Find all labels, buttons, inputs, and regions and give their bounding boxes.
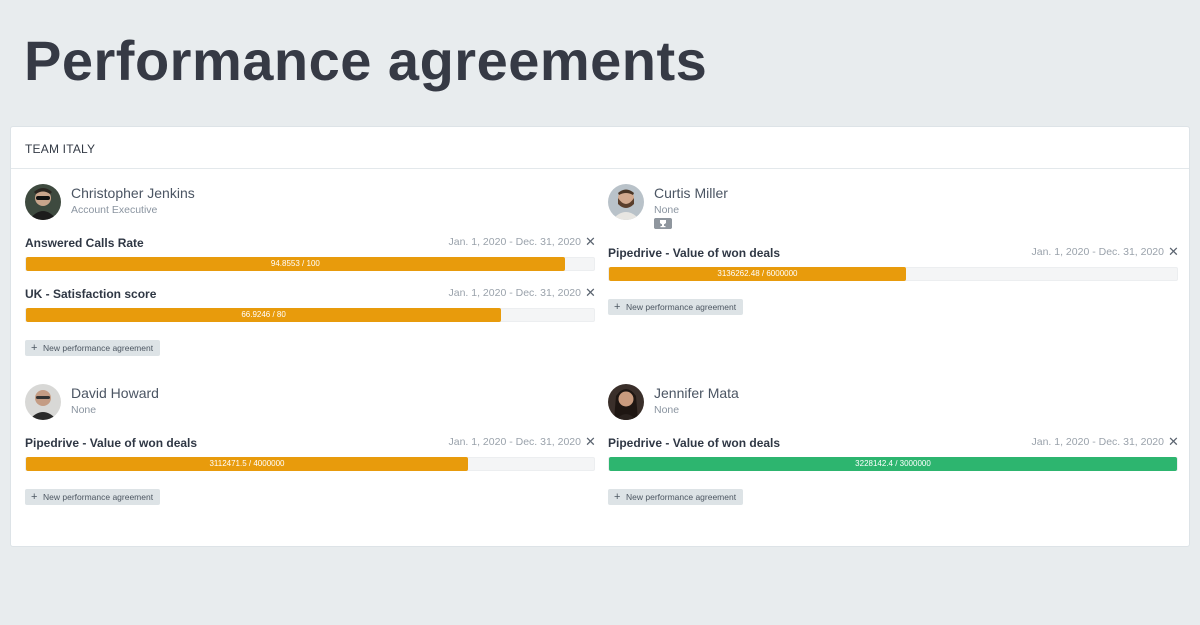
member-christopher-jenkins: Christopher Jenkins Account Executive An… (25, 184, 596, 356)
agreement-period: Jan. 1, 2020 - Dec. 31, 2020 (448, 287, 581, 299)
member-name[interactable]: Curtis Miller (654, 185, 728, 201)
agreement-title[interactable]: UK - Satisfaction score (25, 287, 157, 301)
close-icon[interactable]: ✕ (585, 434, 596, 449)
progress-label: 3228142.4 / 3000000 (855, 459, 931, 468)
member-role: None (654, 204, 680, 216)
close-icon[interactable]: ✕ (585, 234, 596, 249)
agreement-period: Jan. 1, 2020 - Dec. 31, 2020 (448, 236, 581, 248)
new-agreement-label: New performance agreement (43, 343, 154, 353)
close-icon[interactable]: ✕ (585, 285, 596, 300)
page-title: Performance agreements (24, 29, 708, 92)
avatar[interactable] (25, 184, 61, 220)
progress-bar: 94.8553 / 100 (25, 257, 595, 271)
avatar[interactable] (608, 384, 644, 420)
new-agreement-label: New performance agreement (626, 492, 737, 502)
member-name[interactable]: Christopher Jenkins (71, 185, 195, 201)
plus-icon: + (614, 491, 621, 503)
member-curtis-miller: Curtis Miller None Pipedrive - Value of … (608, 184, 1179, 315)
member-profile: Jennifer Mata None (608, 384, 1178, 436)
agreement-item: UK - Satisfaction score Jan. 1, 2020 - D… (25, 285, 596, 338)
member-name[interactable]: Jennifer Mata (654, 385, 739, 401)
plus-icon: + (31, 491, 38, 503)
progress-label: 3136262.48 / 6000000 (717, 269, 798, 278)
team-header: TEAM ITALY (11, 127, 1189, 169)
new-agreement-button[interactable]: + New performance agreement (608, 299, 744, 315)
progress-bar: 3112471.5 / 4000000 (25, 457, 595, 471)
new-agreement-label: New performance agreement (626, 302, 737, 312)
agreement-title[interactable]: Answered Calls Rate (25, 236, 144, 250)
member-profile: David Howard None (25, 384, 595, 436)
member-profile: Curtis Miller None (608, 184, 1178, 246)
member-david-howard: David Howard None Pipedrive - Value of w… (25, 384, 596, 505)
agreement-item: Answered Calls Rate Jan. 1, 2020 - Dec. … (25, 234, 596, 287)
close-icon[interactable]: ✕ (1168, 434, 1179, 449)
agreement-title[interactable]: Pipedrive - Value of won deals (25, 436, 198, 450)
team-card: TEAM ITALY Christopher Jenkins Account E… (10, 126, 1190, 547)
new-agreement-label: New performance agreement (43, 492, 154, 502)
member-role: Account Executive (71, 204, 158, 216)
new-agreement-button[interactable]: + New performance agreement (25, 340, 161, 356)
progress-fill (26, 257, 565, 271)
agreement-period: Jan. 1, 2020 - Dec. 31, 2020 (1031, 246, 1164, 258)
plus-icon: + (614, 301, 621, 313)
progress-fill (609, 457, 1177, 471)
trophy-icon (654, 218, 672, 229)
member-name[interactable]: David Howard (71, 385, 159, 401)
agreement-period: Jan. 1, 2020 - Dec. 31, 2020 (448, 436, 581, 448)
agreement-title[interactable]: Pipedrive - Value of won deals (608, 436, 781, 450)
progress-label: 3112471.5 / 4000000 (209, 459, 285, 468)
progress-fill (609, 267, 906, 281)
progress-label: 66.9246 / 80 (241, 310, 286, 319)
avatar[interactable] (608, 184, 644, 220)
agreement-item: Pipedrive - Value of won deals Jan. 1, 2… (608, 244, 1179, 297)
member-role: None (654, 404, 680, 416)
progress-bar: 66.9246 / 80 (25, 308, 595, 322)
close-icon[interactable]: ✕ (1168, 244, 1179, 259)
member-jennifer-mata: Jennifer Mata None Pipedrive - Value of … (608, 384, 1179, 505)
progress-bar: 3228142.4 / 3000000 (608, 457, 1178, 471)
agreement-item: Pipedrive - Value of won deals Jan. 1, 2… (25, 434, 596, 487)
avatar[interactable] (25, 384, 61, 420)
agreement-period: Jan. 1, 2020 - Dec. 31, 2020 (1031, 436, 1164, 448)
progress-fill (26, 308, 502, 322)
member-profile: Christopher Jenkins Account Executive (25, 184, 595, 236)
progress-fill (26, 457, 468, 471)
progress-bar: 3136262.48 / 6000000 (608, 267, 1178, 281)
new-agreement-button[interactable]: + New performance agreement (25, 489, 161, 505)
plus-icon: + (31, 342, 38, 354)
progress-label: 94.8553 / 100 (270, 259, 320, 268)
member-role: None (71, 404, 97, 416)
new-agreement-button[interactable]: + New performance agreement (608, 489, 744, 505)
agreement-title[interactable]: Pipedrive - Value of won deals (608, 246, 781, 260)
agreement-item: Pipedrive - Value of won deals Jan. 1, 2… (608, 434, 1179, 487)
